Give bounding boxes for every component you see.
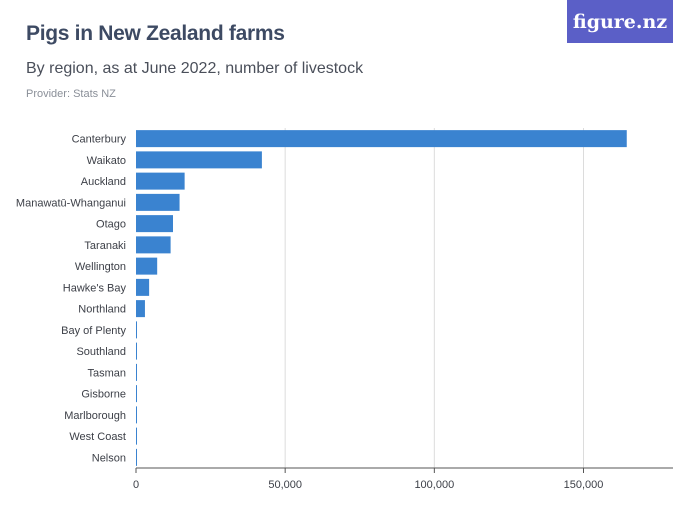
category-label: Taranaki [84, 240, 126, 252]
bar [136, 363, 137, 381]
x-tick-label: 100,000 [414, 479, 454, 491]
bar [136, 151, 262, 169]
category-label: Southland [76, 346, 126, 358]
bar [136, 236, 171, 254]
bar [136, 448, 137, 466]
bar [136, 342, 137, 360]
category-label: Marlborough [64, 410, 126, 422]
category-label: West Coast [69, 431, 126, 443]
category-label: Bay of Plenty [61, 325, 126, 337]
category-label: Hawke's Bay [63, 282, 127, 294]
bar [136, 300, 145, 318]
category-label: Nelson [92, 452, 126, 464]
bar [136, 130, 627, 148]
bar [136, 172, 185, 190]
bar [136, 215, 173, 233]
category-label: Manawatū-Whanganui [16, 197, 126, 209]
chart-title: Pigs in New Zealand farms [26, 22, 285, 45]
category-label: Auckland [81, 176, 126, 188]
category-label: Otago [96, 219, 126, 231]
bar [136, 193, 180, 211]
x-tick-label: 50,000 [268, 479, 302, 491]
bar [136, 427, 137, 445]
category-label: Waikato [87, 155, 126, 167]
logo-text: figure.nz [572, 10, 668, 33]
bar [136, 321, 137, 339]
category-label: Wellington [75, 261, 126, 273]
category-label: Gisborne [81, 389, 126, 401]
figure-nz-logo[interactable]: figure.nz [567, 0, 673, 43]
bar [136, 385, 137, 403]
x-tick-label: 0 [133, 479, 139, 491]
category-label: Canterbury [72, 134, 127, 146]
bar [136, 278, 150, 296]
bar [136, 406, 137, 424]
data-provider: Provider: Stats NZ [26, 88, 116, 100]
category-label: Northland [78, 304, 126, 316]
chart-subtitle: By region, as at June 2022, number of li… [26, 60, 364, 77]
x-tick-label: 150,000 [564, 479, 604, 491]
bar [136, 257, 158, 275]
category-label: Tasman [87, 367, 126, 379]
